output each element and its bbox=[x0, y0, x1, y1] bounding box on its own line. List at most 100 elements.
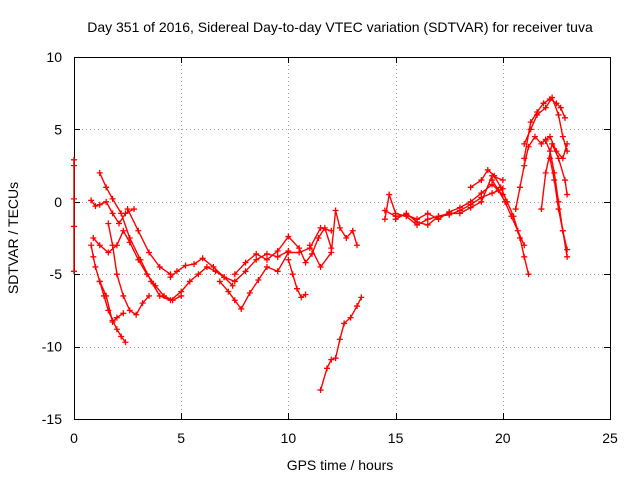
data-point bbox=[467, 184, 474, 191]
data-point bbox=[126, 239, 133, 246]
data-point bbox=[302, 259, 309, 266]
data-series-s23 bbox=[538, 140, 571, 213]
data-point bbox=[332, 355, 339, 362]
data-point bbox=[109, 210, 116, 217]
data-point bbox=[173, 268, 180, 275]
data-series-s13 bbox=[306, 207, 361, 270]
data-point bbox=[253, 256, 260, 263]
data-point bbox=[122, 210, 129, 217]
series-line bbox=[384, 183, 504, 221]
data-point bbox=[354, 303, 361, 310]
data-point bbox=[349, 227, 356, 234]
chart-title: Day 351 of 2016, Sidereal Day-to-day VTE… bbox=[87, 19, 593, 35]
data-point bbox=[456, 204, 463, 211]
data-series-s2 bbox=[96, 169, 236, 304]
data-point bbox=[499, 177, 506, 184]
y-tick-label: 0 bbox=[54, 194, 62, 210]
data-point bbox=[403, 210, 410, 217]
data-point bbox=[216, 278, 223, 285]
data-point bbox=[71, 223, 77, 230]
data-point bbox=[564, 191, 571, 198]
data-point bbox=[131, 206, 138, 213]
data-point bbox=[467, 198, 474, 205]
x-tick-label: 5 bbox=[177, 430, 185, 446]
data-point bbox=[525, 271, 532, 278]
data-series-s25 bbox=[546, 155, 571, 253]
data-series-s18 bbox=[467, 166, 532, 278]
x-tick-label: 20 bbox=[495, 430, 511, 446]
data-point bbox=[146, 292, 153, 299]
data-point bbox=[113, 242, 120, 249]
data-point bbox=[559, 133, 566, 140]
data-point bbox=[103, 198, 110, 205]
data-point bbox=[561, 114, 568, 121]
data-point bbox=[263, 263, 270, 270]
data-point bbox=[90, 235, 97, 241]
data-point bbox=[549, 140, 556, 147]
data-point bbox=[88, 242, 95, 249]
data-point bbox=[491, 172, 498, 179]
data-series-s22 bbox=[521, 94, 571, 155]
data-point bbox=[456, 210, 463, 217]
data-point bbox=[551, 177, 558, 184]
data-point bbox=[514, 227, 521, 234]
data-point bbox=[105, 220, 112, 227]
data-point bbox=[306, 242, 313, 249]
data-point bbox=[542, 169, 549, 176]
y-tick-label: -10 bbox=[42, 339, 62, 355]
data-point bbox=[246, 290, 253, 297]
data-point bbox=[343, 235, 350, 241]
data-point bbox=[424, 216, 431, 223]
data-point bbox=[546, 148, 553, 155]
data-series-s5 bbox=[105, 220, 153, 318]
data-point bbox=[113, 326, 120, 333]
data-point bbox=[139, 300, 146, 307]
data-point bbox=[103, 184, 110, 191]
y-tick-label: 5 bbox=[54, 121, 62, 137]
data-point bbox=[293, 285, 300, 292]
data-series-s6 bbox=[90, 227, 185, 304]
data-series-s1 bbox=[71, 156, 77, 275]
data-point bbox=[315, 235, 322, 241]
data-point bbox=[210, 263, 217, 270]
data-point bbox=[302, 291, 309, 298]
data-point bbox=[435, 213, 442, 220]
data-point bbox=[90, 253, 97, 260]
y-axis-label: SDTVAR / TECUs bbox=[5, 182, 21, 294]
data-point bbox=[534, 111, 541, 118]
data-point bbox=[521, 253, 528, 260]
data-point bbox=[255, 276, 262, 283]
data-point bbox=[521, 162, 528, 169]
y-tick-label: 10 bbox=[46, 49, 62, 65]
data-series-s15 bbox=[381, 185, 506, 228]
x-tick-label: 15 bbox=[388, 430, 404, 446]
data-point bbox=[540, 100, 547, 107]
data-point bbox=[274, 268, 281, 275]
data-point bbox=[143, 271, 150, 278]
data-point bbox=[489, 190, 496, 197]
series-line bbox=[523, 95, 568, 152]
data-point bbox=[122, 339, 129, 346]
data-point bbox=[561, 177, 568, 184]
data-point bbox=[467, 204, 474, 211]
data-point bbox=[152, 282, 159, 289]
data-point bbox=[521, 155, 528, 162]
data-point bbox=[71, 162, 77, 169]
data-point bbox=[555, 198, 562, 205]
data-point bbox=[358, 294, 365, 301]
data-point bbox=[242, 259, 249, 266]
data-point bbox=[512, 206, 519, 213]
data-point bbox=[231, 278, 238, 285]
x-tick-label: 25 bbox=[602, 430, 618, 446]
data-point bbox=[555, 206, 562, 213]
data-point bbox=[71, 195, 77, 202]
data-point bbox=[231, 271, 238, 278]
data-point bbox=[103, 292, 110, 299]
x-tick-label: 10 bbox=[281, 430, 297, 446]
data-point bbox=[113, 314, 120, 321]
data-layer bbox=[71, 94, 571, 394]
data-point bbox=[88, 197, 95, 204]
data-point bbox=[146, 249, 153, 256]
series-line bbox=[491, 179, 525, 246]
data-point bbox=[332, 207, 339, 214]
